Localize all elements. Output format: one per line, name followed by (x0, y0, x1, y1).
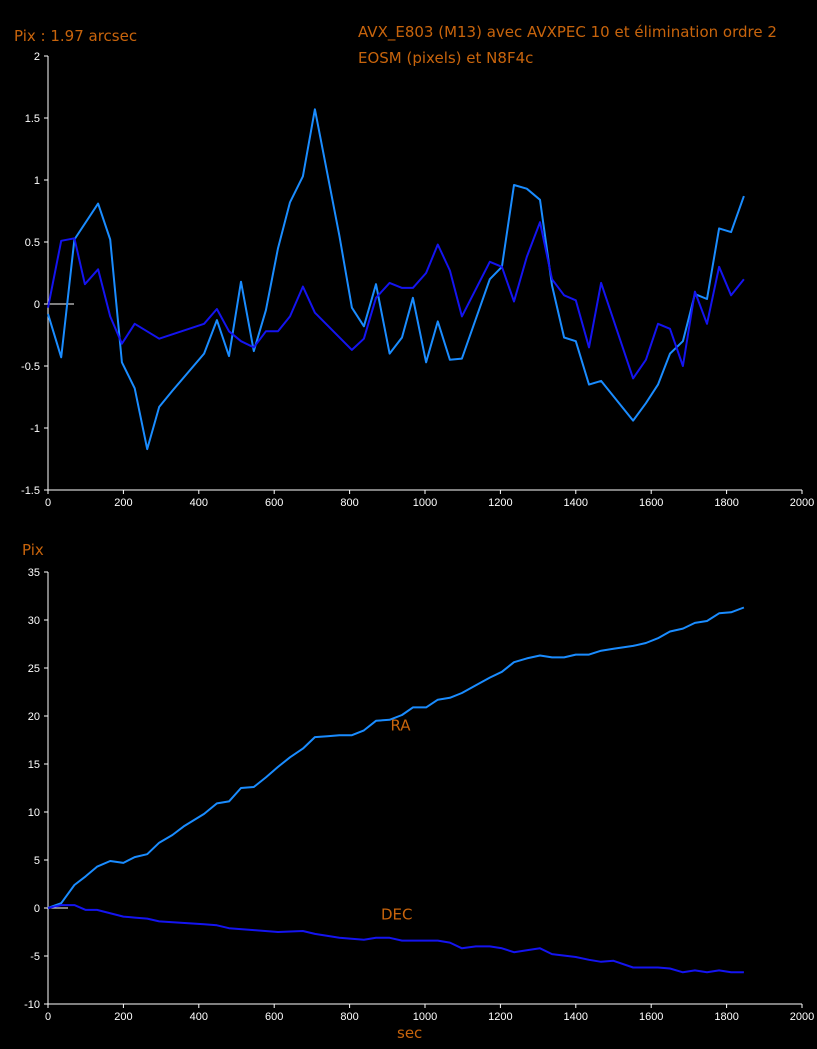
y-tick-label: 0 (34, 903, 40, 915)
x-tick-label: 200 (114, 497, 132, 509)
series-annotation-ra: RA (390, 716, 411, 734)
x-tick-label: 1800 (714, 1011, 738, 1023)
x-tick-label: 1400 (564, 1011, 588, 1023)
x-tick-label: 200 (114, 1011, 132, 1023)
series-line-ra (47, 108, 745, 451)
y-tick-label: 35 (28, 567, 40, 579)
x-tick-label: 400 (190, 1011, 208, 1023)
y-tick-label: 2 (34, 51, 40, 63)
y-tick-label: 30 (28, 615, 40, 627)
bottom-xlabel: sec (397, 1024, 422, 1042)
x-tick-label: 1800 (714, 497, 738, 509)
chart-title: AVX_E803 (M13) avec AVXPEC 10 et élimina… (358, 23, 777, 42)
x-tick-label: 800 (340, 497, 358, 509)
x-tick-label: 1200 (488, 497, 512, 509)
y-tick-label: -10 (24, 999, 40, 1011)
y-tick-label: -1.5 (21, 485, 40, 497)
x-tick-label: 400 (190, 497, 208, 509)
y-tick-label: -1 (30, 423, 40, 435)
y-tick-label: 0.5 (25, 237, 40, 249)
y-tick-label: 15 (28, 759, 40, 771)
series-line-dec (47, 904, 744, 974)
series-line-dec (47, 221, 745, 380)
x-tick-label: 1000 (413, 497, 437, 509)
y-tick-label: 0 (34, 299, 40, 311)
bottom-cumulative-chart: 35 30 25 20 15 10 5 0 -5 -10 0 200 400 600 800 1000 1200… (24, 567, 814, 1023)
series-annotation-dec: DEC (381, 906, 413, 924)
series-line-ra (47, 606, 745, 909)
top-error-chart: 2 1.5 1 0.5 0 -0.5 -1 -1.5 0 200 400 600 800 1000 1200… (21, 51, 814, 509)
y-tick-label: -5 (30, 951, 40, 963)
x-tick-label: 0 (45, 1011, 51, 1023)
y-tick-label: -0.5 (21, 361, 40, 373)
x-tick-label: 2000 (790, 497, 814, 509)
x-tick-label: 800 (340, 1011, 358, 1023)
y-tick-label: 10 (28, 807, 40, 819)
y-tick-label: 5 (34, 855, 40, 867)
chart-subtitle: EOSM (pixels) et N8F4c (358, 49, 533, 67)
y-tick-label: 25 (28, 663, 40, 675)
y-tick-label: 20 (28, 711, 40, 723)
bottom-ylabel: Pix (22, 541, 44, 559)
x-tick-label: 1400 (564, 497, 588, 509)
top-ylabel: Pix : 1.97 arcsec (14, 27, 137, 45)
x-tick-label: 600 (265, 497, 283, 509)
x-tick-label: 1600 (639, 1011, 663, 1023)
x-tick-label: 0 (45, 497, 51, 509)
x-tick-label: 1000 (413, 1011, 437, 1023)
y-tick-label: 1.5 (25, 113, 40, 125)
x-tick-label: 1600 (639, 497, 663, 509)
x-tick-label: 2000 (790, 1011, 814, 1023)
y-tick-label: 1 (34, 175, 40, 187)
x-tick-label: 1200 (488, 1011, 512, 1023)
x-tick-label: 600 (265, 1011, 283, 1023)
